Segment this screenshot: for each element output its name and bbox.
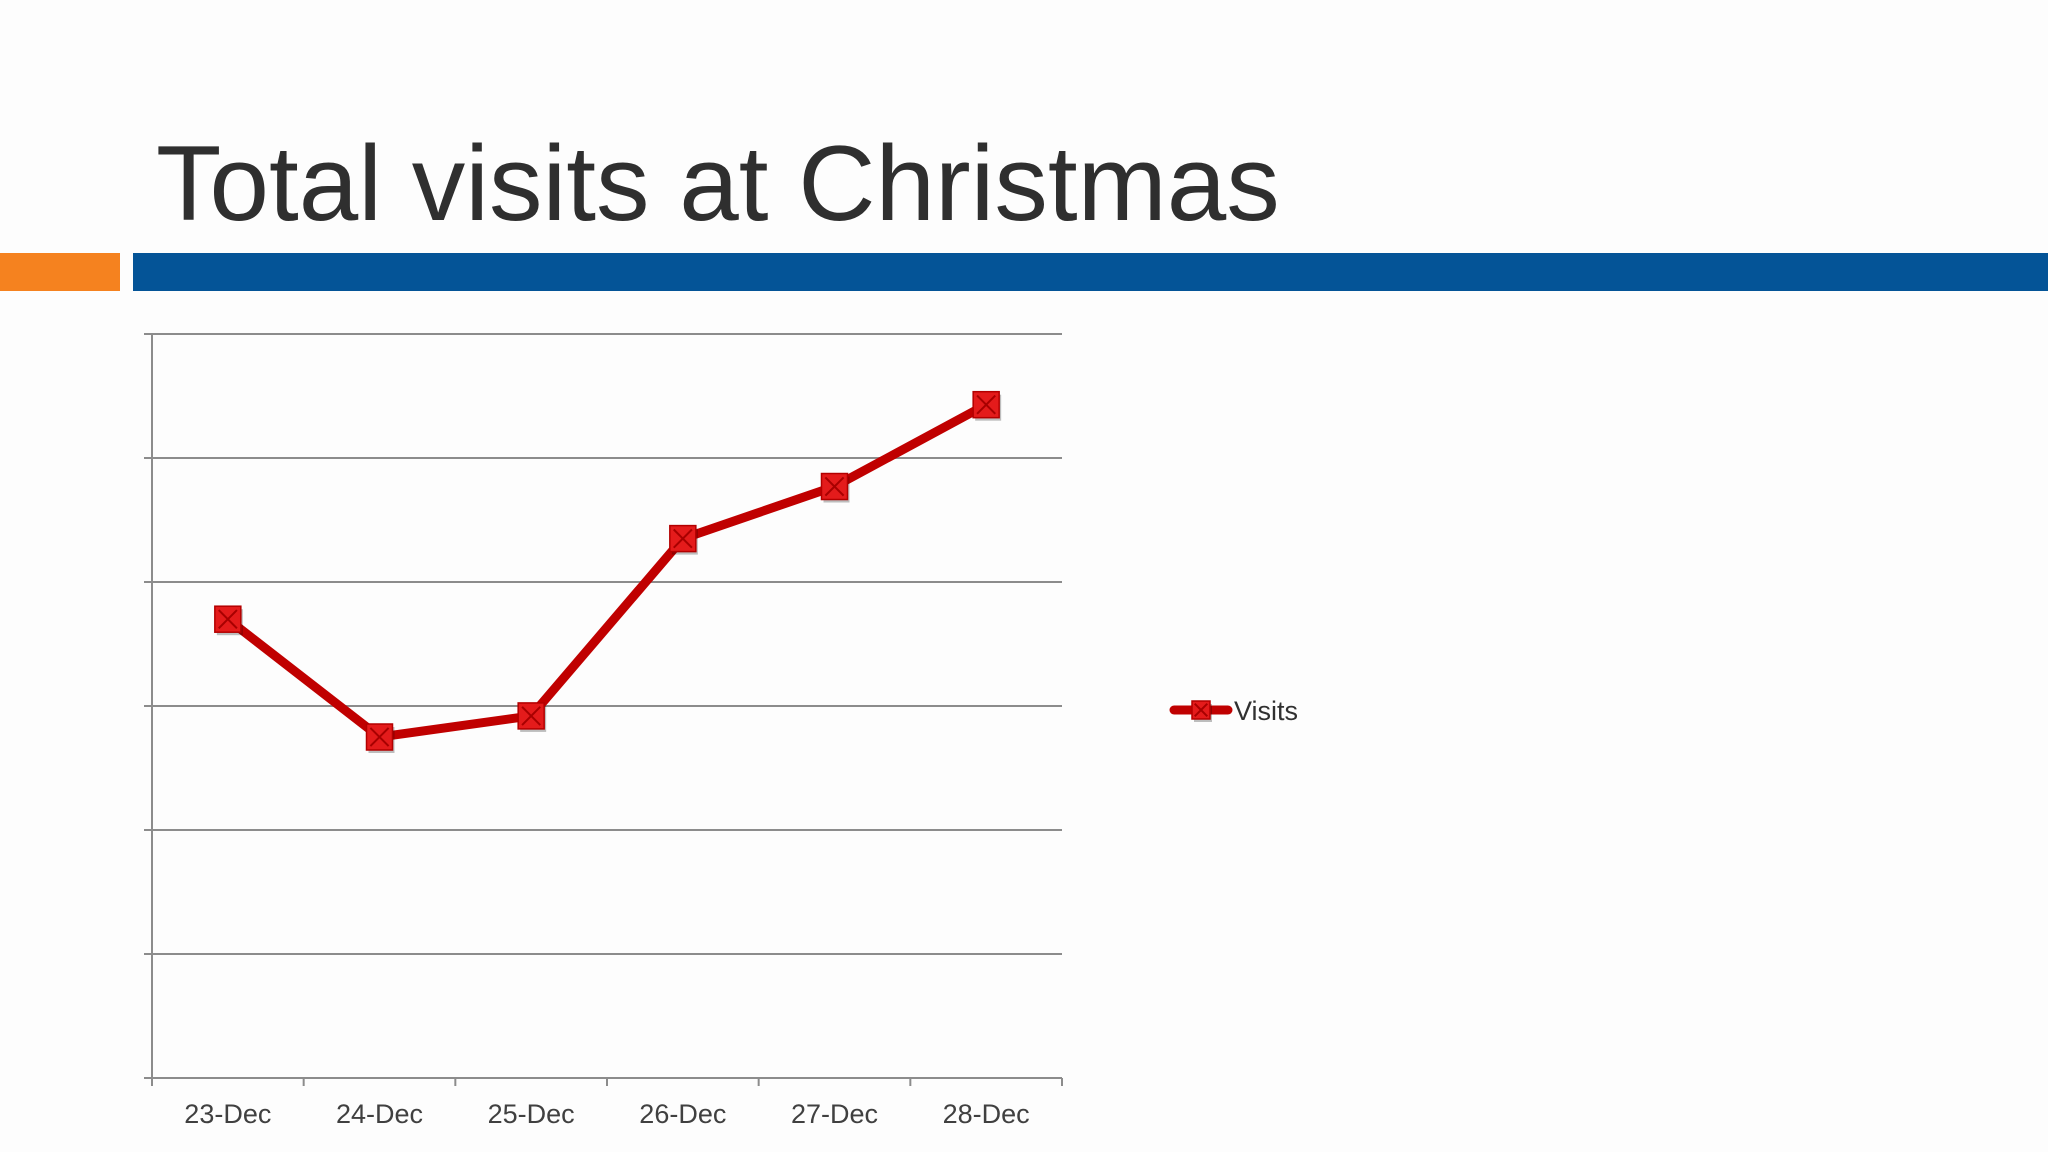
data-point-marker (517, 702, 547, 732)
legend-label-visits: Visits (1234, 696, 1298, 726)
legend-marker-swatch (1191, 700, 1212, 722)
x-tick-label: 27-Dec (791, 1099, 878, 1129)
data-point-marker (669, 524, 698, 555)
series-visits (214, 390, 1002, 753)
accent-bar-blue (133, 253, 2048, 291)
legend: Visits (1169, 696, 1298, 726)
x-tick-label: 25-Dec (488, 1099, 575, 1129)
axes (144, 334, 1063, 1086)
x-tick-labels: 23-Dec 24-Dec 25-Dec 26-Dec 27-Dec 28-Dec (184, 1099, 1029, 1129)
data-point-marker (972, 390, 1002, 421)
gridlines (144, 333, 1062, 955)
series-line-visits (223, 400, 991, 742)
data-point-marker (820, 472, 850, 503)
accent-bar-orange (0, 253, 120, 291)
x-tick-label: 24-Dec (336, 1099, 423, 1129)
x-tick-label: 23-Dec (184, 1099, 271, 1129)
data-point-marker (214, 605, 243, 636)
x-tick-label: 26-Dec (639, 1099, 726, 1129)
data-point-marker (365, 723, 395, 753)
x-tick-label: 28-Dec (943, 1099, 1030, 1129)
slide-title: Total visits at Christmas (156, 123, 1280, 243)
